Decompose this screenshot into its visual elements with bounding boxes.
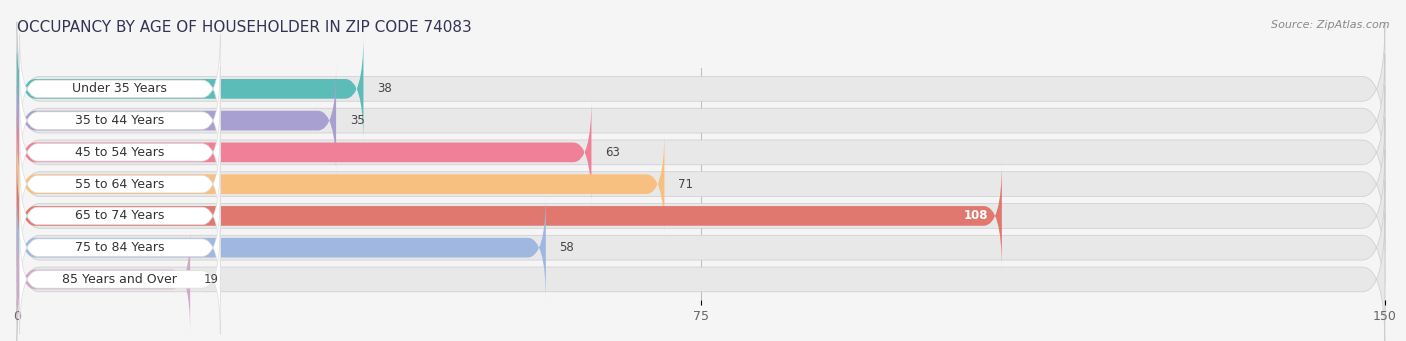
FancyBboxPatch shape [17,54,1385,188]
Text: 45 to 54 Years: 45 to 54 Years [76,146,165,159]
FancyBboxPatch shape [17,99,592,206]
Text: 108: 108 [963,209,988,222]
FancyBboxPatch shape [20,225,221,334]
FancyBboxPatch shape [17,67,336,174]
Text: 75 to 84 Years: 75 to 84 Years [75,241,165,254]
FancyBboxPatch shape [17,212,1385,341]
FancyBboxPatch shape [20,193,221,302]
FancyBboxPatch shape [20,66,221,175]
Text: 35: 35 [350,114,364,127]
Text: 58: 58 [560,241,574,254]
FancyBboxPatch shape [17,162,1002,270]
Text: 71: 71 [678,178,693,191]
FancyBboxPatch shape [17,149,1385,283]
Text: Under 35 Years: Under 35 Years [73,82,167,95]
FancyBboxPatch shape [20,34,221,144]
FancyBboxPatch shape [17,226,190,333]
FancyBboxPatch shape [20,98,221,207]
Text: 85 Years and Over: 85 Years and Over [62,273,177,286]
FancyBboxPatch shape [20,129,221,239]
Text: Source: ZipAtlas.com: Source: ZipAtlas.com [1271,20,1389,30]
FancyBboxPatch shape [17,131,665,238]
FancyBboxPatch shape [17,22,1385,156]
FancyBboxPatch shape [17,85,1385,219]
Text: OCCUPANCY BY AGE OF HOUSEHOLDER IN ZIP CODE 74083: OCCUPANCY BY AGE OF HOUSEHOLDER IN ZIP C… [17,20,471,35]
FancyBboxPatch shape [17,181,1385,315]
Text: 55 to 64 Years: 55 to 64 Years [76,178,165,191]
FancyBboxPatch shape [20,161,221,271]
Text: 35 to 44 Years: 35 to 44 Years [76,114,165,127]
Text: 65 to 74 Years: 65 to 74 Years [76,209,165,222]
FancyBboxPatch shape [17,35,363,143]
Text: 38: 38 [377,82,392,95]
FancyBboxPatch shape [17,117,1385,251]
Text: 63: 63 [605,146,620,159]
FancyBboxPatch shape [17,194,546,301]
Text: 19: 19 [204,273,219,286]
